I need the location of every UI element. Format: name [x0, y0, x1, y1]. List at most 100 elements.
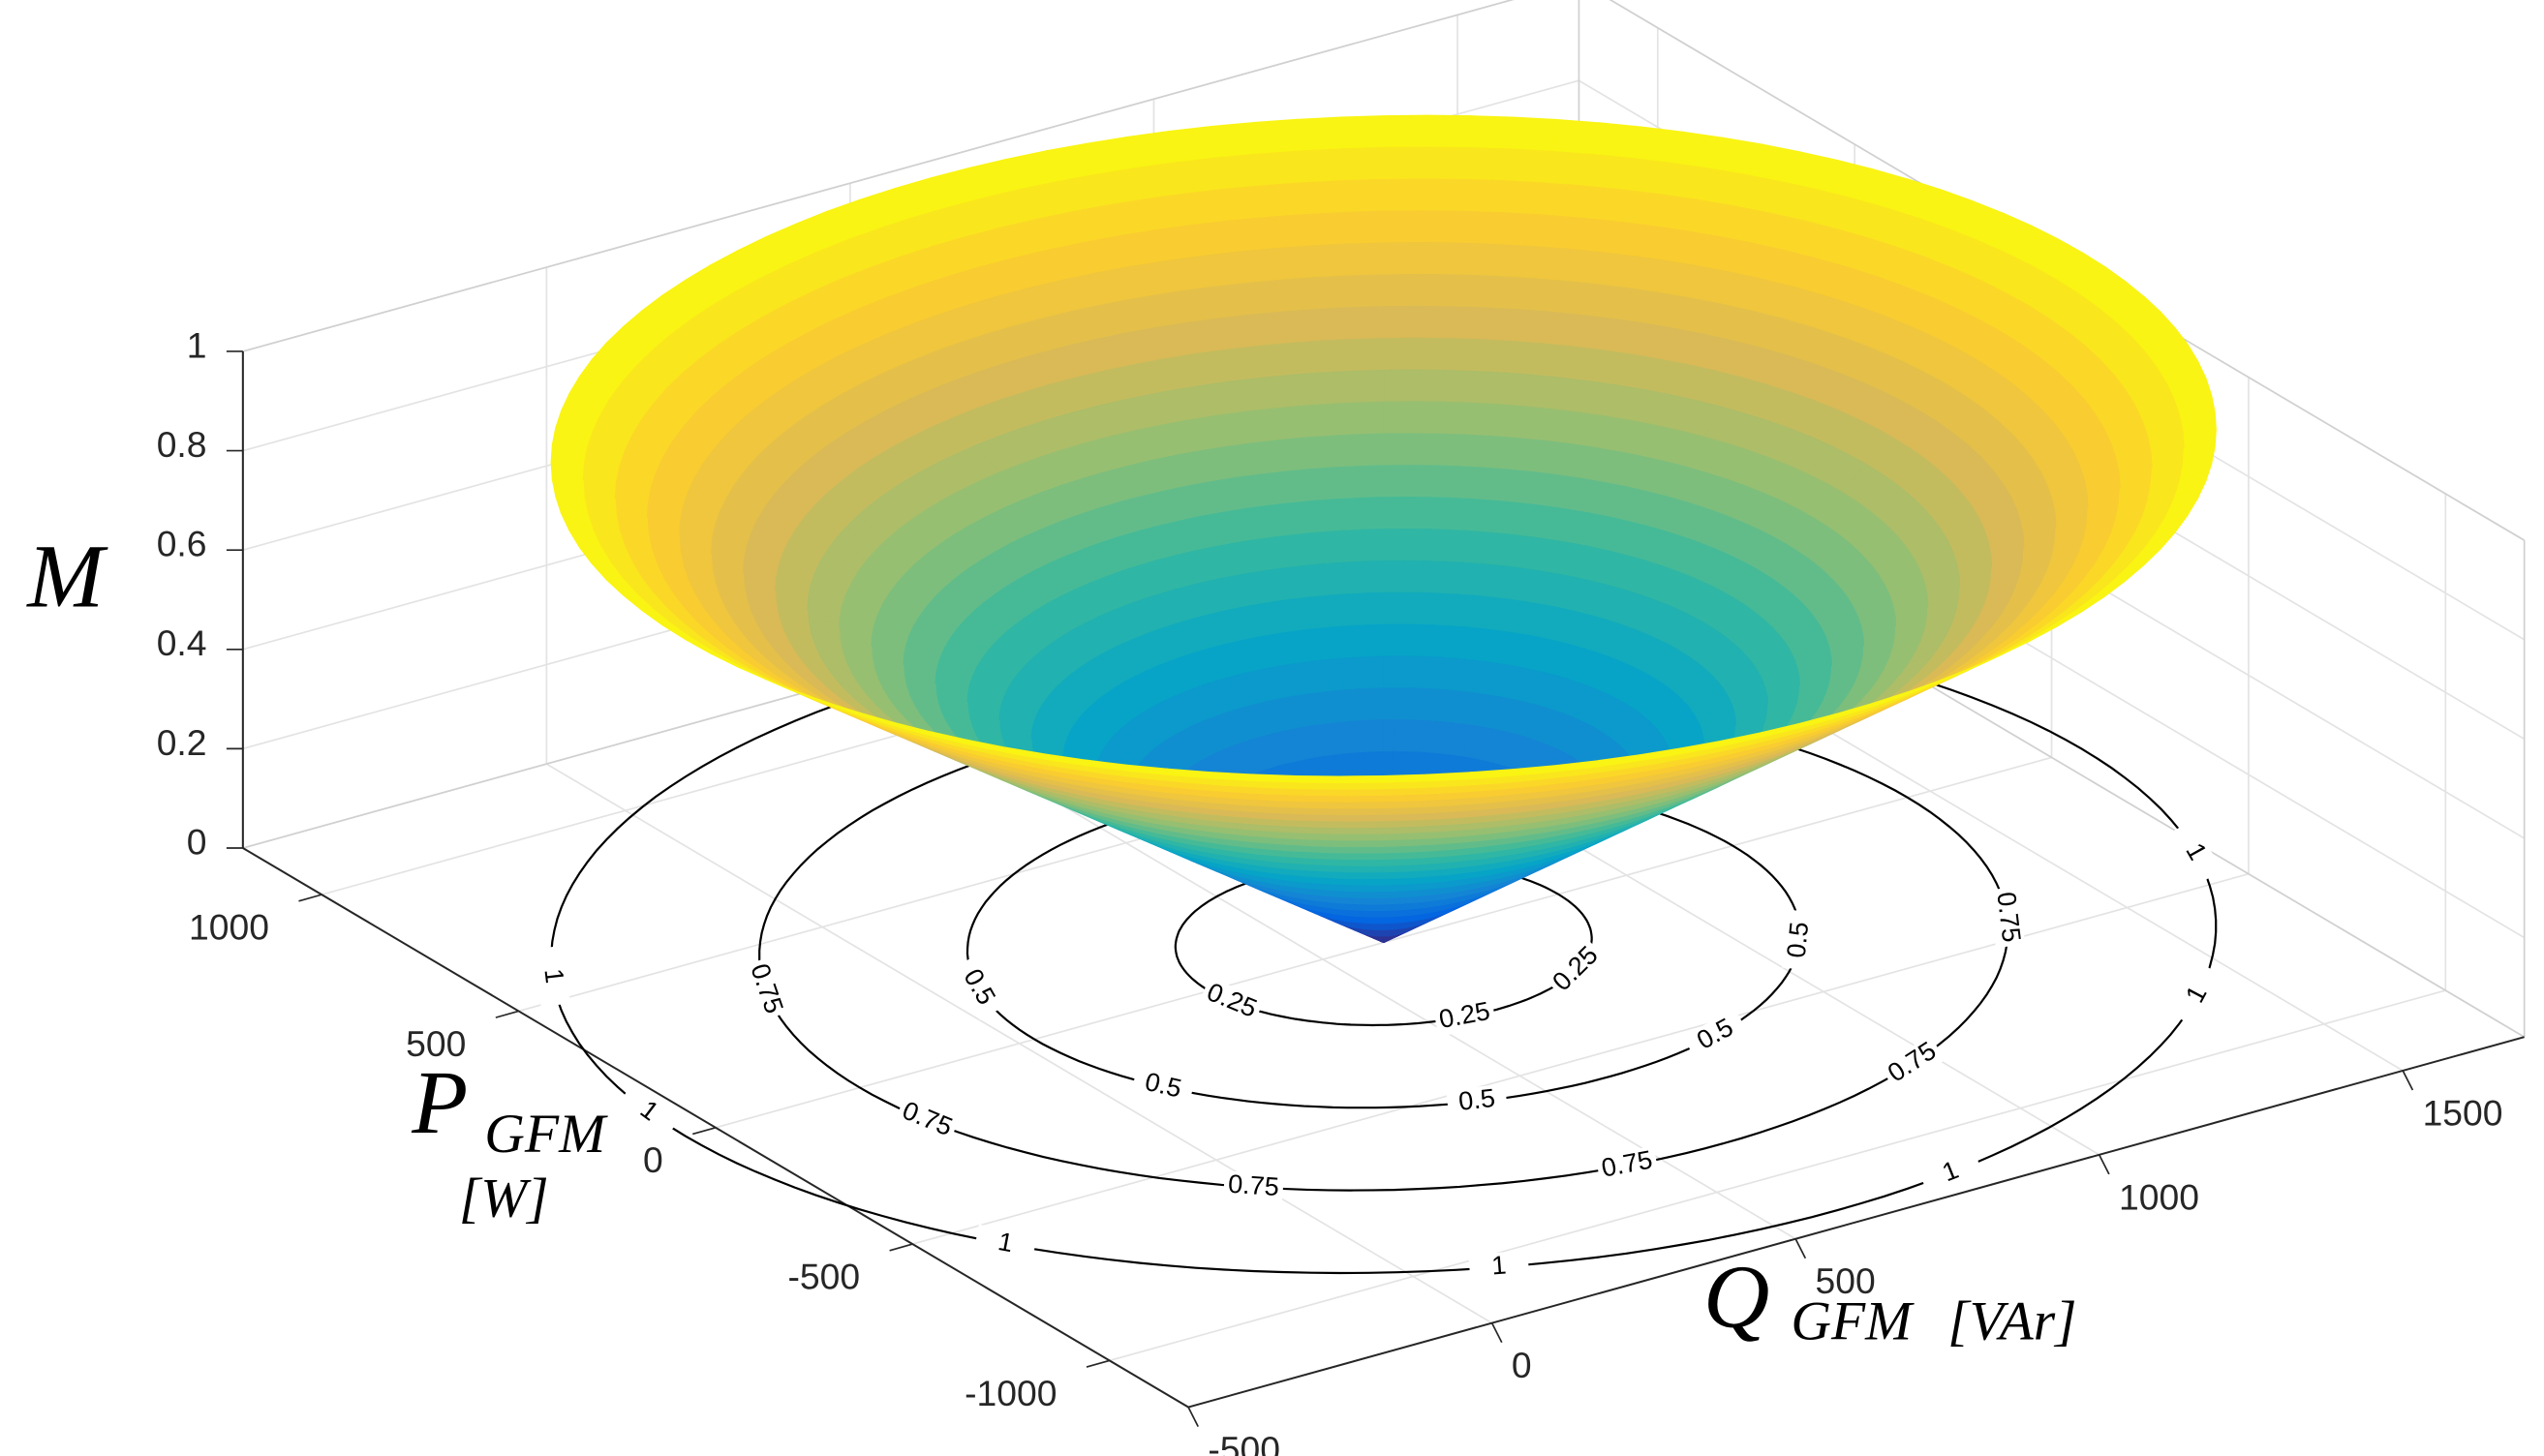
surface-patch — [1454, 242, 1495, 277]
x-tick-label: 1000 — [189, 907, 269, 948]
surface-patch — [1383, 178, 1425, 212]
surface-patch — [1443, 338, 1480, 373]
surface-patch — [1463, 147, 1510, 182]
surface-patch — [1344, 210, 1385, 245]
contour-label-background — [2170, 962, 2225, 1028]
surface-patch — [1383, 592, 1403, 625]
contour-label: 0.75 — [745, 960, 789, 1017]
surface-patch — [1312, 275, 1352, 311]
contour-label-background — [742, 956, 789, 1022]
surface-patch — [1357, 845, 1385, 854]
surface-patch — [1369, 687, 1385, 721]
surface-patch — [1355, 401, 1385, 436]
surface-patch — [1348, 274, 1385, 309]
surface-patch — [1283, 308, 1322, 345]
surface-patch — [1339, 529, 1364, 563]
surface-patch — [1168, 125, 1219, 164]
surface-patch — [1411, 369, 1445, 403]
contour-label-background — [1545, 938, 1609, 1001]
surface-patch — [1383, 146, 1427, 180]
z-tick-label: 0.4 — [157, 622, 207, 663]
y-tick — [1187, 1407, 1199, 1427]
x-tick-label: 0 — [643, 1139, 663, 1180]
surface-patch — [1422, 178, 1465, 212]
surface-patch — [1345, 871, 1367, 880]
grid-line — [1109, 989, 2446, 1362]
x-tick — [889, 1243, 913, 1252]
box-edge — [242, 0, 1515, 352]
x-tick — [298, 894, 322, 902]
surface-patch — [1342, 864, 1366, 873]
surface-patch — [1339, 115, 1385, 150]
surface-patch — [1383, 273, 1421, 308]
surface-patch — [1415, 305, 1452, 340]
surface-patch — [1383, 916, 1392, 925]
surface-patch — [1417, 273, 1456, 308]
surface-patch — [1383, 433, 1412, 467]
contour-label-background — [1917, 1148, 1984, 1198]
y-tick-label: 1500 — [2423, 1093, 2503, 1134]
surface-patch — [1315, 813, 1353, 822]
z-axis-label: M — [25, 527, 108, 626]
surface-patch — [1298, 404, 1332, 439]
surface-patch — [1258, 150, 1304, 187]
surface-patch — [1272, 245, 1315, 281]
contour-label: 0.75 — [1991, 891, 2026, 944]
contour-label-background — [1432, 997, 1497, 1037]
surface-patch — [1352, 826, 1384, 834]
surface-patch — [1372, 903, 1385, 912]
surface-patch — [1332, 845, 1362, 854]
contour-label-background — [1446, 1083, 1509, 1120]
x-axis-line — [242, 847, 1189, 1409]
surface-patch — [1383, 655, 1400, 689]
surface-patch — [1268, 213, 1311, 250]
surface-patch — [1223, 185, 1270, 222]
surface-patch — [1466, 115, 1516, 150]
surface-patch — [1383, 465, 1410, 499]
surface-patch — [1303, 179, 1346, 215]
surface-patch — [1352, 884, 1371, 893]
surface-patch — [1383, 560, 1405, 593]
surface-patch — [1418, 242, 1458, 276]
surface-patch — [1440, 370, 1475, 404]
surface-patch — [1353, 369, 1385, 404]
surface-patch — [1450, 274, 1490, 309]
surface-patch — [1345, 801, 1384, 809]
contour-label-background — [1880, 1035, 1946, 1092]
surface-patch — [1383, 890, 1398, 898]
z-tick-label: 0.2 — [157, 722, 207, 763]
surface-patch — [1408, 433, 1438, 467]
y-axis-unit: [VAr] — [1947, 1291, 2076, 1352]
contour-label: 0.75 — [1599, 1145, 1654, 1183]
surface-patch — [1338, 774, 1384, 783]
surface-patch — [1364, 871, 1385, 880]
surface-patch — [1295, 774, 1342, 783]
surface-patch — [1349, 306, 1385, 341]
surface-patch — [1210, 121, 1260, 159]
x-tick — [495, 1010, 519, 1018]
contour-label-background — [1198, 977, 1265, 1027]
contour-label-background — [1988, 886, 2026, 949]
surface-patch — [1354, 833, 1384, 841]
y-tick-label: 1000 — [2119, 1177, 2199, 1218]
surface-patch — [1365, 877, 1385, 886]
surface-patch — [1383, 210, 1424, 244]
surface-patch — [1549, 118, 1601, 155]
surface-patch — [1359, 852, 1385, 861]
surface-patch — [1374, 910, 1385, 918]
y-tick-label: 0 — [1512, 1345, 1532, 1385]
surface-patch — [1383, 864, 1404, 873]
surface-patch — [1305, 794, 1347, 803]
contour-label-background — [1782, 909, 1818, 971]
y-axis-label-subscript: GFM — [1791, 1291, 1915, 1352]
surface-patch — [1330, 434, 1360, 469]
surface-patch — [1383, 242, 1422, 276]
surface-patch — [1340, 781, 1384, 790]
surface-patch — [1230, 216, 1274, 253]
surface-patch — [1319, 339, 1355, 374]
surface-patch — [1356, 433, 1385, 468]
surface-patch — [1263, 182, 1308, 218]
surface-patch — [1367, 884, 1385, 893]
surface-patch — [1367, 655, 1385, 689]
